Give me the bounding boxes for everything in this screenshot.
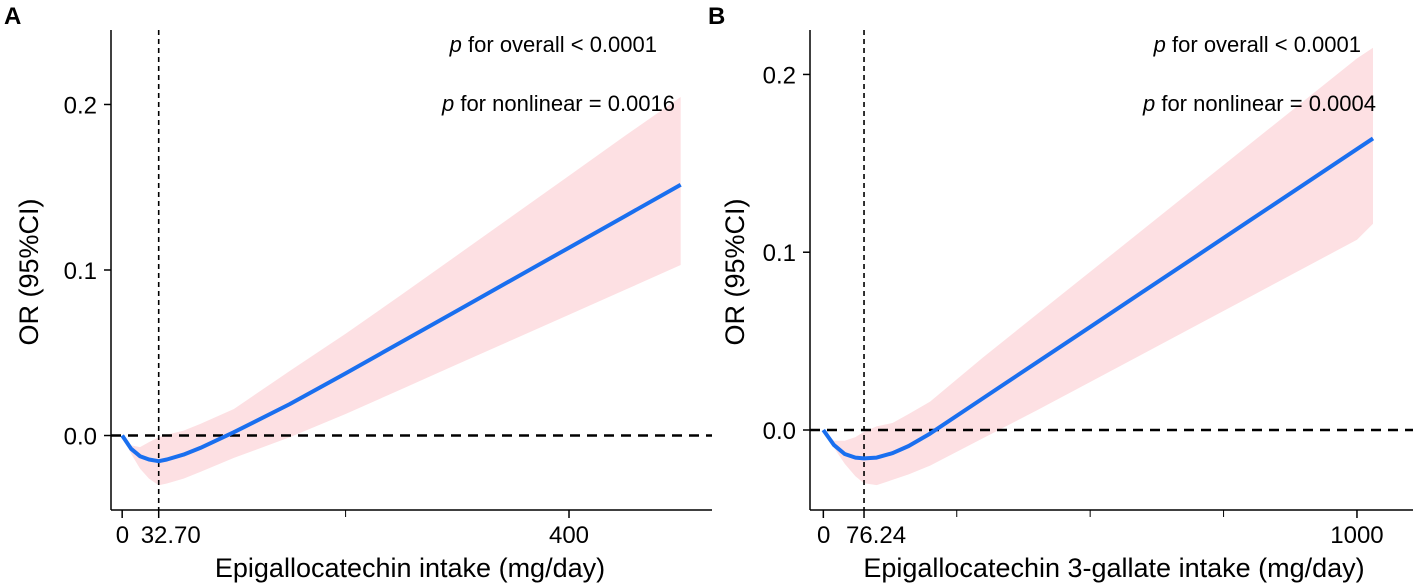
y-axis-label: OR (95%CI): [720, 198, 750, 345]
y-axis-label: OR (95%CI): [14, 198, 44, 345]
x-tick-label: 400: [549, 522, 589, 549]
confidence-band: [122, 97, 681, 486]
x-tick-label: 76.24: [846, 522, 906, 549]
annotation-overall: p for overall < 0.0001: [449, 32, 657, 57]
y-tick-label: 0.0: [763, 418, 796, 445]
annotation-overall: p for overall < 0.0001: [1153, 32, 1361, 57]
x-axis-label: Epigallocatechin intake (mg/day): [215, 553, 605, 583]
or-curve: [821, 136, 1375, 461]
y-tick-label: 0.1: [763, 240, 796, 267]
y-tick-label: 0.0: [64, 424, 97, 451]
or-curve: [120, 183, 682, 464]
panel-b: B 0.0 0.1 0.2 0 76.24 1000 p for overall < 0.…: [708, 3, 1413, 583]
panel-a-letter: A: [4, 3, 21, 30]
x-tick-label: 0: [817, 522, 830, 549]
x-axis-label: Epigallocatechin 3-gallate intake (mg/da…: [863, 553, 1364, 583]
annotation-nonlinear: p for nonlinear = 0.0016: [441, 91, 675, 116]
panel-b-letter: B: [708, 3, 725, 30]
y-tick-label: 0.2: [763, 62, 796, 89]
x-tick-label: 1000: [1330, 522, 1383, 549]
annotation-nonlinear: p for nonlinear = 0.0004: [1142, 91, 1376, 116]
confidence-band: [823, 47, 1373, 486]
x-tick-label: 32.70: [141, 522, 201, 549]
y-tick-label: 0.1: [64, 258, 97, 285]
panel-a: A 0.0 0.1 0.2 0 32.70 400 p for overall < 0.0…: [4, 3, 712, 583]
x-tick-label: 0: [116, 522, 129, 549]
y-tick-label: 0.2: [64, 92, 97, 119]
